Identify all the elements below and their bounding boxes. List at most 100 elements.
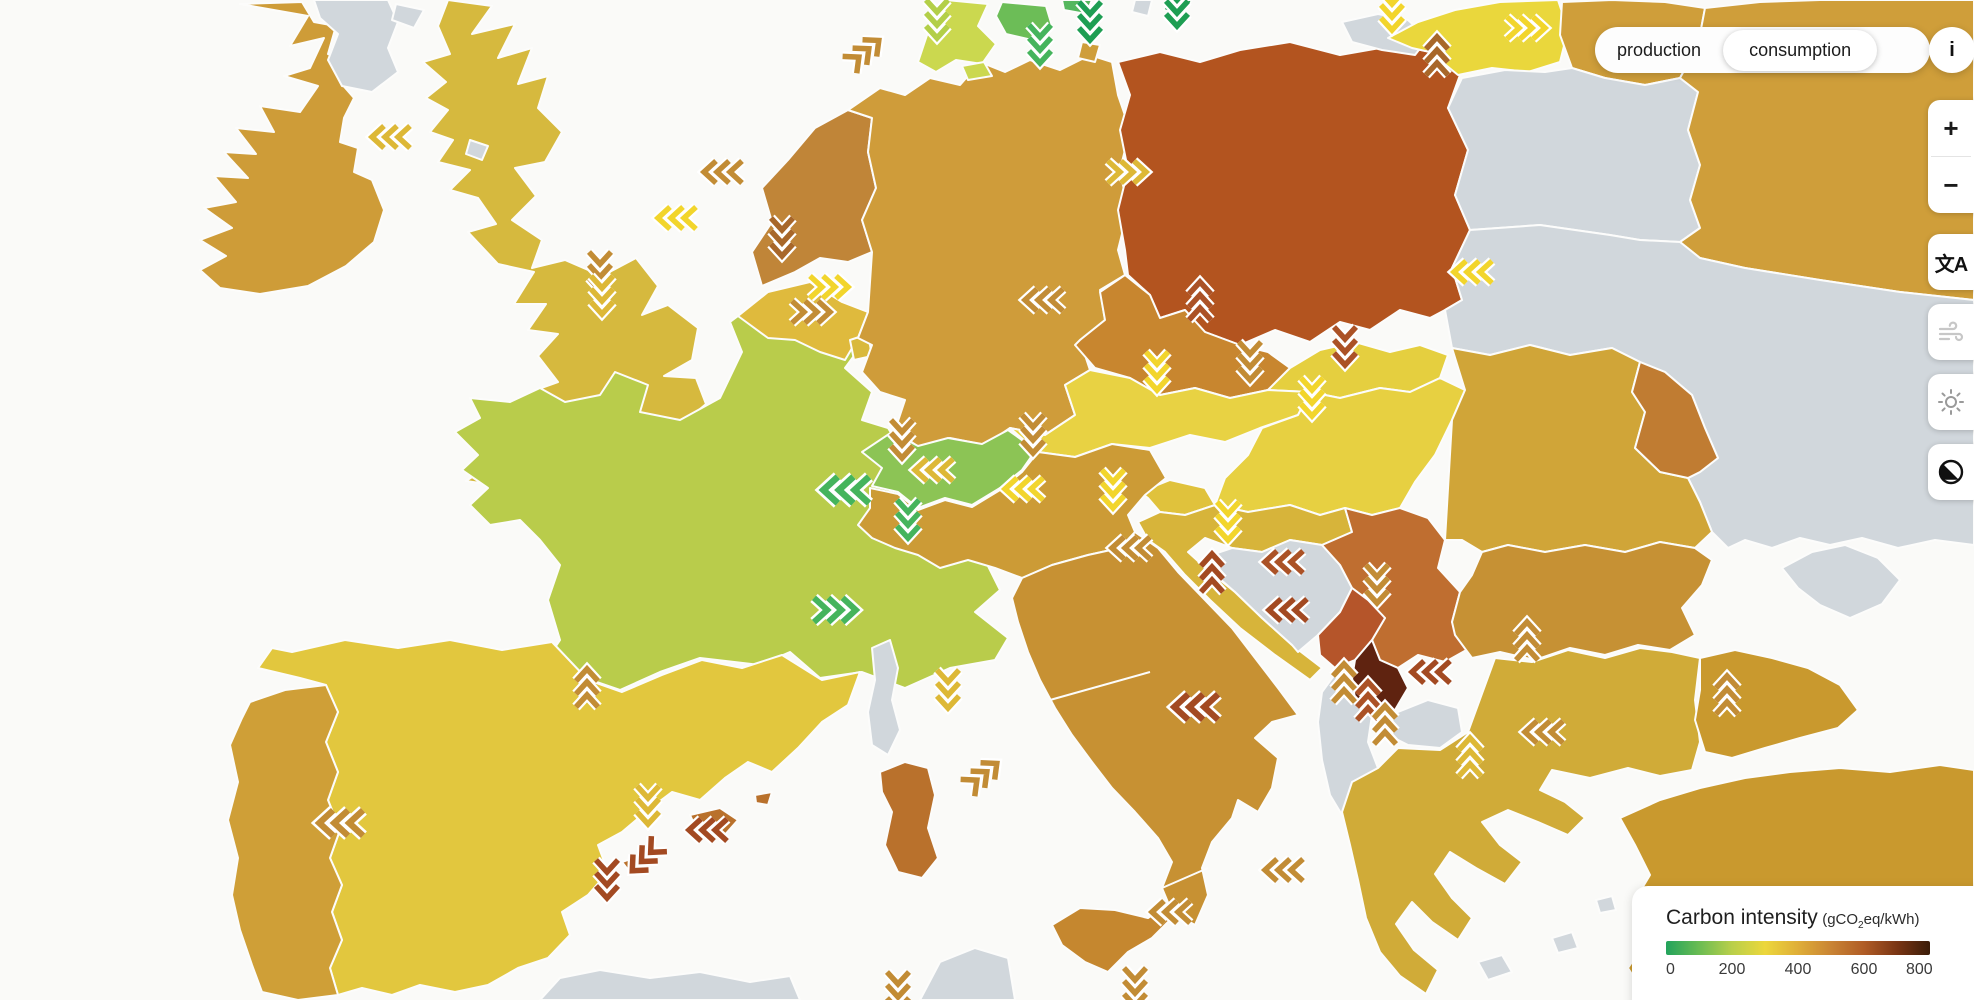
exchange-arrow [1257, 547, 1307, 577]
exchange-arrow [1297, 374, 1327, 424]
minus-icon: − [1943, 169, 1959, 200]
toggle-consumption[interactable]: consumption [1723, 29, 1878, 71]
legend-ticks: 0 200 400 600 800 [1666, 961, 1933, 978]
north-africa-coast[interactable] [539, 947, 1016, 1000]
dark-mode-button[interactable] [1928, 444, 1974, 500]
isle-of-man[interactable] [465, 139, 489, 161]
country-sardinia[interactable] [879, 761, 939, 879]
exchange-arrow [1362, 561, 1392, 611]
exchange-arrow [1213, 498, 1243, 548]
exchange-arrow [788, 297, 838, 327]
legend-title: Carbon intensity [1666, 906, 1818, 929]
exchange-arrow [1512, 614, 1542, 664]
exchange-arrow [310, 806, 367, 840]
exchange-arrow [1503, 13, 1553, 43]
exchange-arrow [1017, 285, 1067, 315]
country-sicily[interactable] [1051, 907, 1171, 973]
greek-islands[interactable] [1477, 895, 1617, 981]
exchange-arrow [1446, 257, 1496, 287]
exchange-arrow [1144, 897, 1194, 927]
exchange-arrow [893, 496, 923, 546]
exchange-arrow [1025, 21, 1055, 71]
exchange-arrow [907, 455, 957, 485]
exchange-arrow [997, 474, 1047, 504]
exchange-arrow [1075, 0, 1105, 48]
exchange-arrow [922, 0, 952, 46]
exchange-arrow [1455, 730, 1485, 780]
exchange-arrow [627, 835, 668, 876]
exchange-arrow [1330, 323, 1360, 373]
exchange-arrow [933, 666, 963, 716]
exchange-arrow [1018, 411, 1048, 461]
exchange-arrow [1142, 348, 1172, 398]
exchange-arrow [1165, 690, 1222, 724]
sun-icon [1938, 389, 1964, 415]
exchange-arrow [1261, 595, 1311, 625]
exchange-arrow [887, 416, 917, 466]
country-corsica[interactable] [867, 639, 901, 756]
exchange-arrow [696, 157, 746, 187]
exchange-arrow [1329, 656, 1359, 706]
exchange-arrow [592, 856, 622, 906]
exchange-arrow [681, 815, 731, 845]
info-button[interactable]: i [1929, 27, 1974, 73]
exchange-arrow [842, 34, 885, 74]
divider [1931, 156, 1971, 157]
bornholm-island[interactable] [1077, 41, 1101, 63]
exchange-arrow [1098, 466, 1128, 516]
country-moldova[interactable] [1631, 361, 1719, 479]
exchange-arrow [1185, 274, 1215, 324]
exchange-arrow [364, 122, 414, 152]
carbon-intensity-legend: Carbon intensity (gCO2eq/kWh) 0 200 400 … [1632, 886, 1974, 1000]
zoom-out-button[interactable]: − [1928, 157, 1974, 213]
denmark-funen-island[interactable] [961, 61, 993, 81]
country-bulgaria[interactable] [1451, 541, 1713, 661]
exchange-arrow [1120, 964, 1150, 1000]
exchange-arrow [1370, 698, 1400, 748]
exchange-arrow [572, 661, 602, 711]
country-montenegro[interactable] [1317, 587, 1386, 669]
country-italy-peninsula[interactable] [1011, 531, 1299, 926]
toggle-production[interactable]: production [1617, 39, 1702, 60]
exchange-arrow [1104, 533, 1154, 563]
italy-zone-border [1049, 671, 1151, 701]
legend-gradient [1666, 941, 1930, 955]
region-crimea[interactable] [1781, 544, 1901, 619]
country-portugal[interactable] [227, 684, 343, 1000]
exchange-arrow [1404, 657, 1454, 687]
exchange-arrows [310, 0, 1742, 1000]
production-consumption-toggle: production consumption [1595, 27, 1930, 73]
exchange-arrow [810, 593, 864, 627]
countries [199, 0, 1974, 1000]
exchange-arrow [1235, 338, 1265, 388]
wind-icon [1938, 321, 1964, 342]
language-button[interactable]: 文A [1928, 234, 1974, 290]
country-greece[interactable] [1341, 647, 1701, 995]
exchange-arrow [1197, 546, 1227, 596]
exchange-arrow [650, 203, 700, 233]
country-turkey-thrace[interactable] [1694, 649, 1859, 759]
sweden-coast-sliver[interactable] [1131, 0, 1153, 17]
solar-layer-button[interactable] [1928, 374, 1974, 430]
exchange-arrow [1422, 29, 1452, 79]
italy-zone-border-south [1161, 867, 1209, 889]
exchange-arrow [1162, 0, 1192, 34]
zoom-in-button[interactable]: + [1928, 100, 1974, 156]
country-italy-north[interactable] [857, 443, 1167, 579]
wind-layer-button[interactable] [1928, 304, 1974, 360]
hebrides-island[interactable] [391, 3, 425, 29]
legend-unit: (gCO2eq/kWh) [1822, 911, 1920, 931]
exchange-arrow [1104, 157, 1154, 187]
exchange-arrow [767, 214, 797, 264]
exchange-arrow [633, 782, 663, 832]
exchange-arrow [814, 472, 874, 508]
country-poland[interactable] [1117, 41, 1471, 346]
language-icon: 文A [1934, 253, 1968, 276]
plus-icon: + [1943, 112, 1959, 143]
exchange-arrow [1353, 674, 1383, 724]
contrast-icon [1938, 459, 1964, 485]
exchange-arrow [587, 272, 617, 322]
country-belarus[interactable] [1447, 67, 1701, 243]
exchange-arrow [1517, 717, 1567, 747]
